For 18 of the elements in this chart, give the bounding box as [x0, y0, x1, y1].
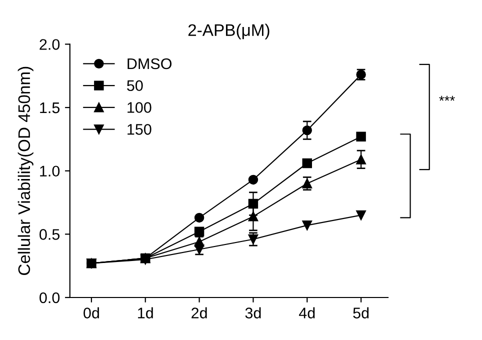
x-tick-label: 3d [245, 307, 261, 318]
y-tick-label: 0.5 [40, 229, 60, 240]
legend-label: 100 [128, 102, 152, 113]
legend-label: 50 [127, 80, 143, 92]
legend-label: 150 [128, 124, 152, 135]
x-tick-label: 0d [84, 307, 99, 318]
x-tick-label: 5d [353, 307, 369, 318]
chart-title: 2-APB(μM) [188, 24, 270, 40]
x-tick-label: 4d [298, 307, 315, 318]
x-tick-label: 1d [138, 307, 153, 318]
legend-label: DMSO [128, 58, 172, 70]
y-tick-label: 1.5 [40, 102, 60, 114]
y-tick-label: 2.0 [40, 39, 60, 50]
x-tick-label: 2d [192, 307, 207, 318]
y-tick-label: 0.0 [40, 292, 60, 304]
y-tick-label: 1.0 [40, 166, 60, 177]
text: *** [439, 96, 455, 101]
y-axis-title: Cellular Viability(OD 450nm) [18, 66, 34, 275]
